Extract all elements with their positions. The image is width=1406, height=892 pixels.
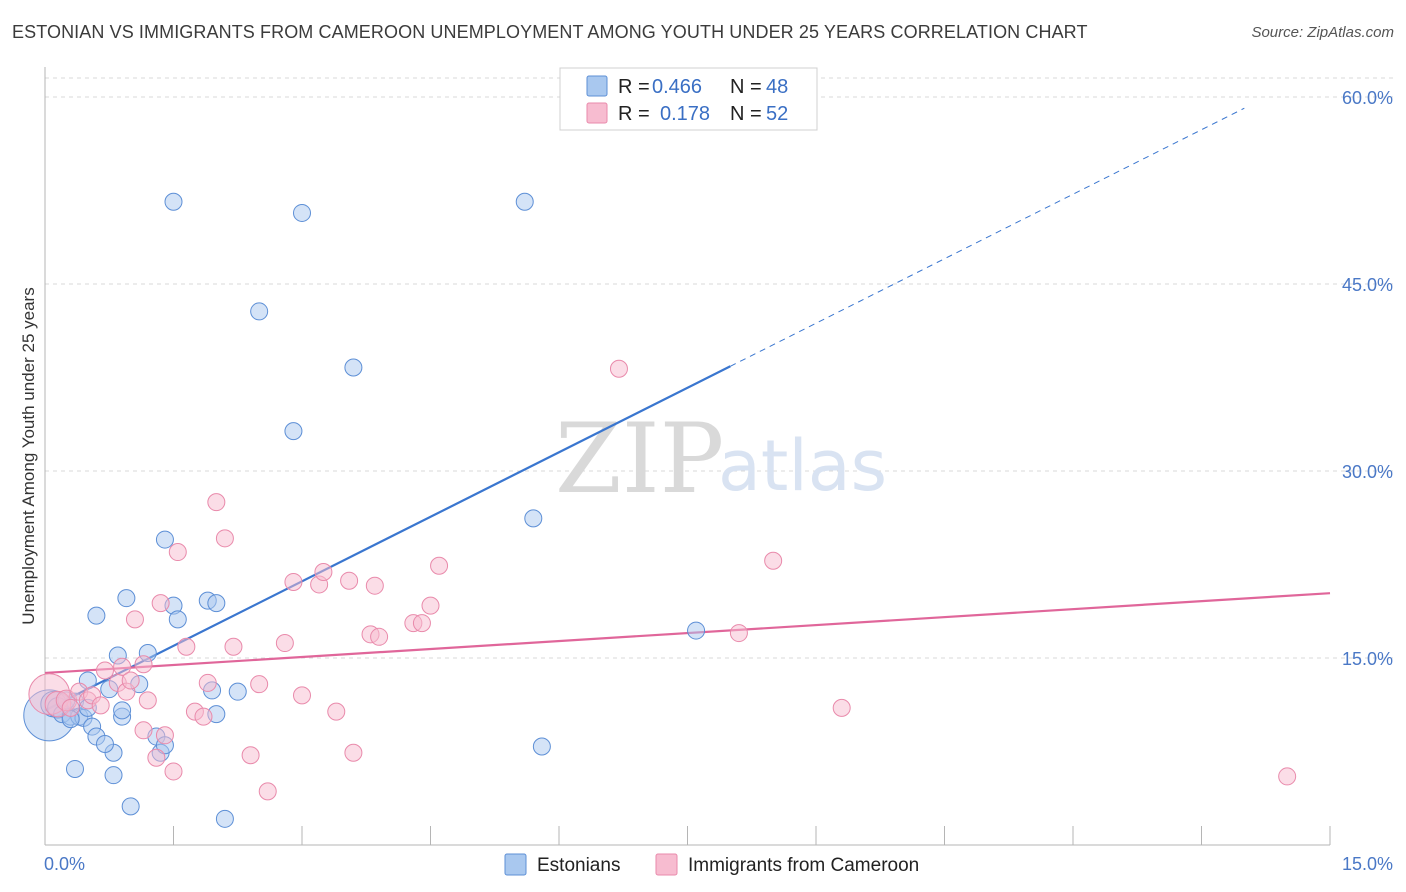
x-tick-label-min: 0.0% (44, 854, 85, 874)
legend-n-label-estonians: N = (730, 76, 762, 98)
legend-r-label-cameroon: R = (618, 103, 650, 125)
estonians-point (515, 192, 534, 211)
cameroon-point (113, 657, 132, 676)
estonians-point (87, 606, 106, 625)
cameroon-point (198, 673, 217, 692)
estonians-point (207, 594, 226, 613)
y-tick-label: 60.0% (1342, 88, 1393, 108)
cameroon-point (151, 594, 170, 613)
estonians-point (168, 610, 187, 629)
y-axis-label: Unemployment Among Youth under 25 years (19, 287, 38, 624)
cameroon-point (177, 637, 196, 656)
legend-r-value-cameroon: 0.178 (660, 103, 710, 125)
cameroon-point (61, 698, 80, 717)
cameroon-point (194, 707, 213, 726)
watermark: ZIP atlas (555, 403, 887, 515)
y-tick-labels: 15.0% 30.0% 45.0% 60.0% (1342, 88, 1393, 669)
source-label: Source: ZipAtlas.com (1251, 24, 1394, 41)
cameroon-point (1278, 767, 1297, 786)
y-tick-label: 45.0% (1342, 275, 1393, 295)
cameroon-point (340, 571, 359, 590)
legend-swatch-estonians (586, 75, 608, 97)
estonians-point (344, 358, 363, 377)
cameroon-point (224, 637, 243, 656)
cameroon-point (284, 572, 303, 591)
cameroon-point (729, 624, 748, 643)
x-tick-labels: 0.0% 15.0% (44, 854, 1393, 874)
cameroon-point (344, 743, 363, 762)
estonians-point (95, 735, 114, 754)
estonians-point (215, 809, 234, 828)
legend-r-label-estonians: R = (618, 76, 650, 98)
cameroon-point (412, 614, 431, 633)
cameroon-point (138, 691, 157, 710)
cameroon-point (275, 634, 294, 653)
cameroon-point (241, 746, 260, 765)
cameroon-point (609, 359, 628, 378)
legend-n-label-cameroon: N = (730, 103, 762, 125)
cameroon-point (91, 696, 110, 715)
cameroon-point (125, 610, 144, 629)
legend-n-value-cameroon: 52 (766, 103, 788, 125)
cameroon-point (832, 698, 851, 717)
cameroon-point (421, 596, 440, 615)
series-legend-label-cameroon: Immigrants from Cameroon (688, 855, 919, 876)
cameroon-point (121, 671, 140, 690)
cameroon-point (293, 686, 311, 705)
series-legend-swatch-estonians (504, 853, 527, 876)
cameroon-point (215, 529, 234, 548)
legend-swatch-cameroon (586, 102, 608, 124)
estonians-point (284, 422, 303, 441)
grid-lines (45, 77, 1393, 659)
data-points (23, 192, 1297, 828)
legend-n-value-estonians: 48 (766, 76, 788, 98)
y-tick-label: 15.0% (1342, 649, 1393, 669)
estonians-point (687, 621, 706, 640)
estonians-trend-line (44, 365, 731, 712)
cameroon-point (430, 556, 449, 575)
estonians-point (113, 701, 132, 720)
estonians-point (104, 766, 123, 785)
chart-title: ESTONIAN VS IMMIGRANTS FROM CAMEROON UNE… (12, 22, 1088, 42)
cameroon-point (168, 543, 187, 562)
legend-r-value-estonians: 0.466 (652, 76, 702, 98)
cameroon-point (134, 721, 153, 740)
cameroon-point (314, 562, 333, 581)
cameroon-point (207, 493, 226, 512)
cameroon-point (95, 661, 114, 680)
correlation-legend: R = 0.466 N = 48 R = 0.178 N = 52 (559, 67, 818, 131)
estonians-point (117, 589, 136, 608)
y-tick-label: 30.0% (1342, 462, 1393, 482)
cameroon-point (327, 702, 346, 721)
series-legend-label-estonians: Estonians (537, 855, 620, 876)
x-tick-label-max: 15.0% (1342, 854, 1393, 874)
estonians-point (532, 737, 551, 756)
estonians-point (524, 509, 543, 528)
cameroon-point (155, 726, 174, 745)
estonians-point (164, 192, 183, 211)
estonians-point (155, 530, 174, 549)
cameroon-point (250, 675, 269, 694)
cameroon-point (258, 782, 277, 801)
cameroon-point (147, 748, 166, 767)
estonians-point (121, 797, 140, 816)
cameroon-point (764, 551, 783, 570)
estonians-trend-extension (730, 107, 1245, 367)
series-legend-swatch-cameroon (655, 853, 678, 876)
series-legend: Estonians Immigrants from Cameroon (504, 853, 919, 876)
cameroon-point (134, 655, 153, 674)
estonians-point (293, 203, 311, 222)
watermark-atlas: atlas (718, 425, 887, 507)
estonians-point (228, 682, 247, 701)
estonians-point (250, 302, 269, 321)
cameroon-point (164, 762, 183, 781)
estonians-point (65, 759, 84, 778)
cameroon-point (365, 576, 384, 595)
watermark-zip: ZIP (555, 403, 724, 515)
cameroon-point (370, 627, 389, 646)
